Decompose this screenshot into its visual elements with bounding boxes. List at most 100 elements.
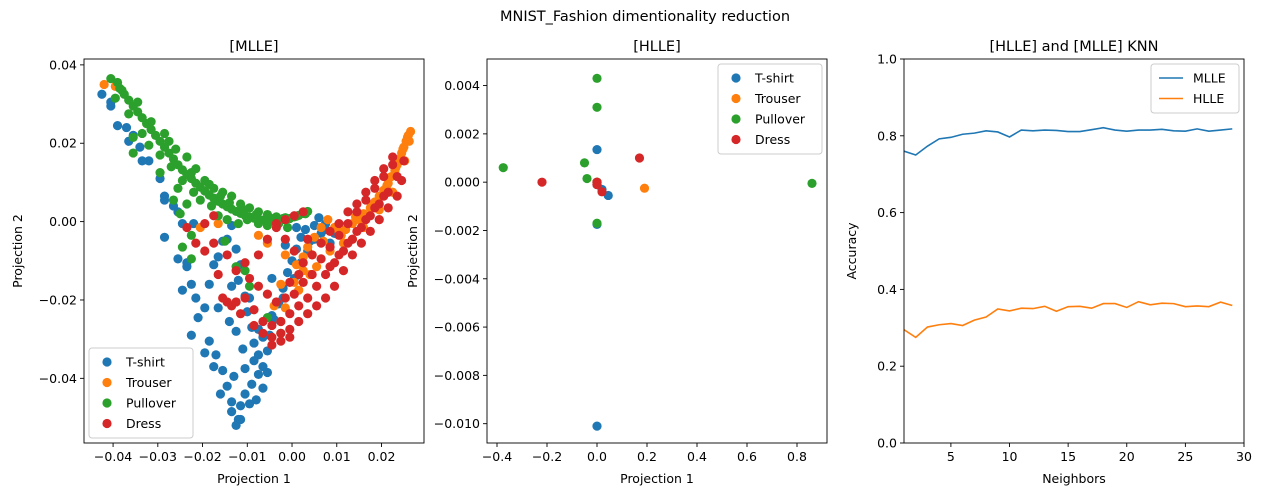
point-t-shirt xyxy=(240,363,250,374)
legend-box xyxy=(717,63,823,155)
point-t-shirt xyxy=(191,293,201,303)
y-tick-label: −0.002 xyxy=(434,223,480,238)
point-t-shirt xyxy=(144,156,154,166)
point-dress xyxy=(356,238,366,248)
point-dress xyxy=(597,187,607,197)
point-t-shirt xyxy=(258,383,268,393)
point-dress xyxy=(312,301,322,311)
legend-marker-t-shirt xyxy=(102,357,112,367)
point-pullover xyxy=(582,173,592,184)
point-dress xyxy=(343,238,353,248)
point-dress xyxy=(253,250,264,260)
point-pullover xyxy=(222,215,232,225)
legend-marker-t-shirt xyxy=(731,73,741,83)
point-dress xyxy=(209,211,219,221)
point-t-shirt xyxy=(106,101,116,111)
point-trouser xyxy=(639,183,650,193)
point-pullover xyxy=(168,195,179,205)
y-axis-label: Projection 2 xyxy=(405,214,420,288)
point-pullover xyxy=(177,175,188,186)
point-dress xyxy=(285,309,295,319)
point-dress xyxy=(399,156,409,166)
point-t-shirt xyxy=(231,244,241,254)
y-tick-label: −0.02 xyxy=(39,292,77,307)
point-pullover xyxy=(137,128,147,139)
point-pullover xyxy=(166,162,176,172)
legend-label: Pullover xyxy=(126,396,177,411)
point-pullover xyxy=(173,183,183,193)
point-dress xyxy=(379,191,389,201)
plot-area xyxy=(904,126,1233,339)
plot-area xyxy=(97,73,416,430)
point-trouser xyxy=(303,242,313,252)
point-pullover xyxy=(189,187,199,197)
point-pullover xyxy=(186,230,196,240)
point-pullover xyxy=(110,93,120,103)
point-dress xyxy=(271,218,281,229)
point-dress xyxy=(280,215,290,225)
point-pullover xyxy=(265,213,275,223)
axes-frame xyxy=(83,58,425,444)
point-t-shirt xyxy=(240,389,250,399)
point-pullover xyxy=(592,102,602,112)
point-dress xyxy=(361,195,371,205)
y-tick-label: 0.6 xyxy=(877,205,897,220)
point-dress xyxy=(312,281,322,291)
point-pullover xyxy=(128,148,138,158)
point-dress xyxy=(235,309,246,319)
point-dress xyxy=(303,234,313,244)
y-tick-label: 0.8 xyxy=(877,128,897,143)
panel-1: −0.04 −0.03 −0.02 −0.01 0.00 0.01 0.02 −0.04 −0.… xyxy=(10,39,425,486)
point-dress xyxy=(267,332,277,342)
point-dress xyxy=(352,226,362,237)
point-dress xyxy=(253,281,264,291)
point-pullover xyxy=(128,132,138,142)
point-t-shirt xyxy=(186,330,196,340)
point-dress xyxy=(209,238,219,248)
point-t-shirt xyxy=(222,381,232,391)
x-axis-label: Projection 1 xyxy=(217,471,291,486)
point-t-shirt xyxy=(213,252,223,262)
point-pullover xyxy=(262,220,273,231)
figure-suptitle: MNIST_Fashion dimentionality reduction xyxy=(500,9,790,25)
point-t-shirt xyxy=(186,279,196,289)
point-dress xyxy=(276,316,286,327)
point-t-shirt xyxy=(209,361,219,372)
point-pullover xyxy=(206,201,217,211)
x-tick-label: 0.0 xyxy=(587,449,607,464)
point-trouser xyxy=(316,222,326,233)
point-dress xyxy=(249,305,259,315)
point-dress xyxy=(298,258,308,268)
x-tick-label: 0.8 xyxy=(787,449,807,464)
point-dress xyxy=(262,234,273,244)
legend: T-shirt Trouser Pullover Dress xyxy=(88,347,194,439)
point-dress xyxy=(320,269,331,280)
point-t-shirt xyxy=(209,260,219,270)
legend-label: T-shirt xyxy=(754,71,794,86)
point-t-shirt xyxy=(253,369,264,380)
legend-label: Trouser xyxy=(754,91,801,106)
legend-box xyxy=(88,347,194,439)
point-t-shirt xyxy=(249,356,259,366)
point-t-shirt xyxy=(97,89,107,99)
point-dress xyxy=(200,218,210,229)
point-t-shirt xyxy=(200,303,210,313)
point-dress xyxy=(347,250,358,260)
point-t-shirt xyxy=(231,326,241,336)
point-t-shirt xyxy=(137,156,147,166)
point-t-shirt xyxy=(282,267,293,278)
legend-label: Dress xyxy=(755,132,790,147)
point-t-shirt xyxy=(159,195,170,205)
x-axis-label: Projection 1 xyxy=(620,471,694,486)
point-t-shirt xyxy=(229,371,239,381)
point-dress xyxy=(343,218,353,229)
point-dress xyxy=(231,265,241,276)
point-pullover xyxy=(220,236,230,246)
y-tick-label: 0.002 xyxy=(444,126,480,141)
point-dress xyxy=(334,218,344,229)
axes-frame xyxy=(486,58,828,444)
point-trouser xyxy=(99,79,109,90)
x-tick-label: −0.03 xyxy=(139,449,177,464)
point-dress xyxy=(361,187,371,197)
point-t-shirt xyxy=(262,367,273,378)
